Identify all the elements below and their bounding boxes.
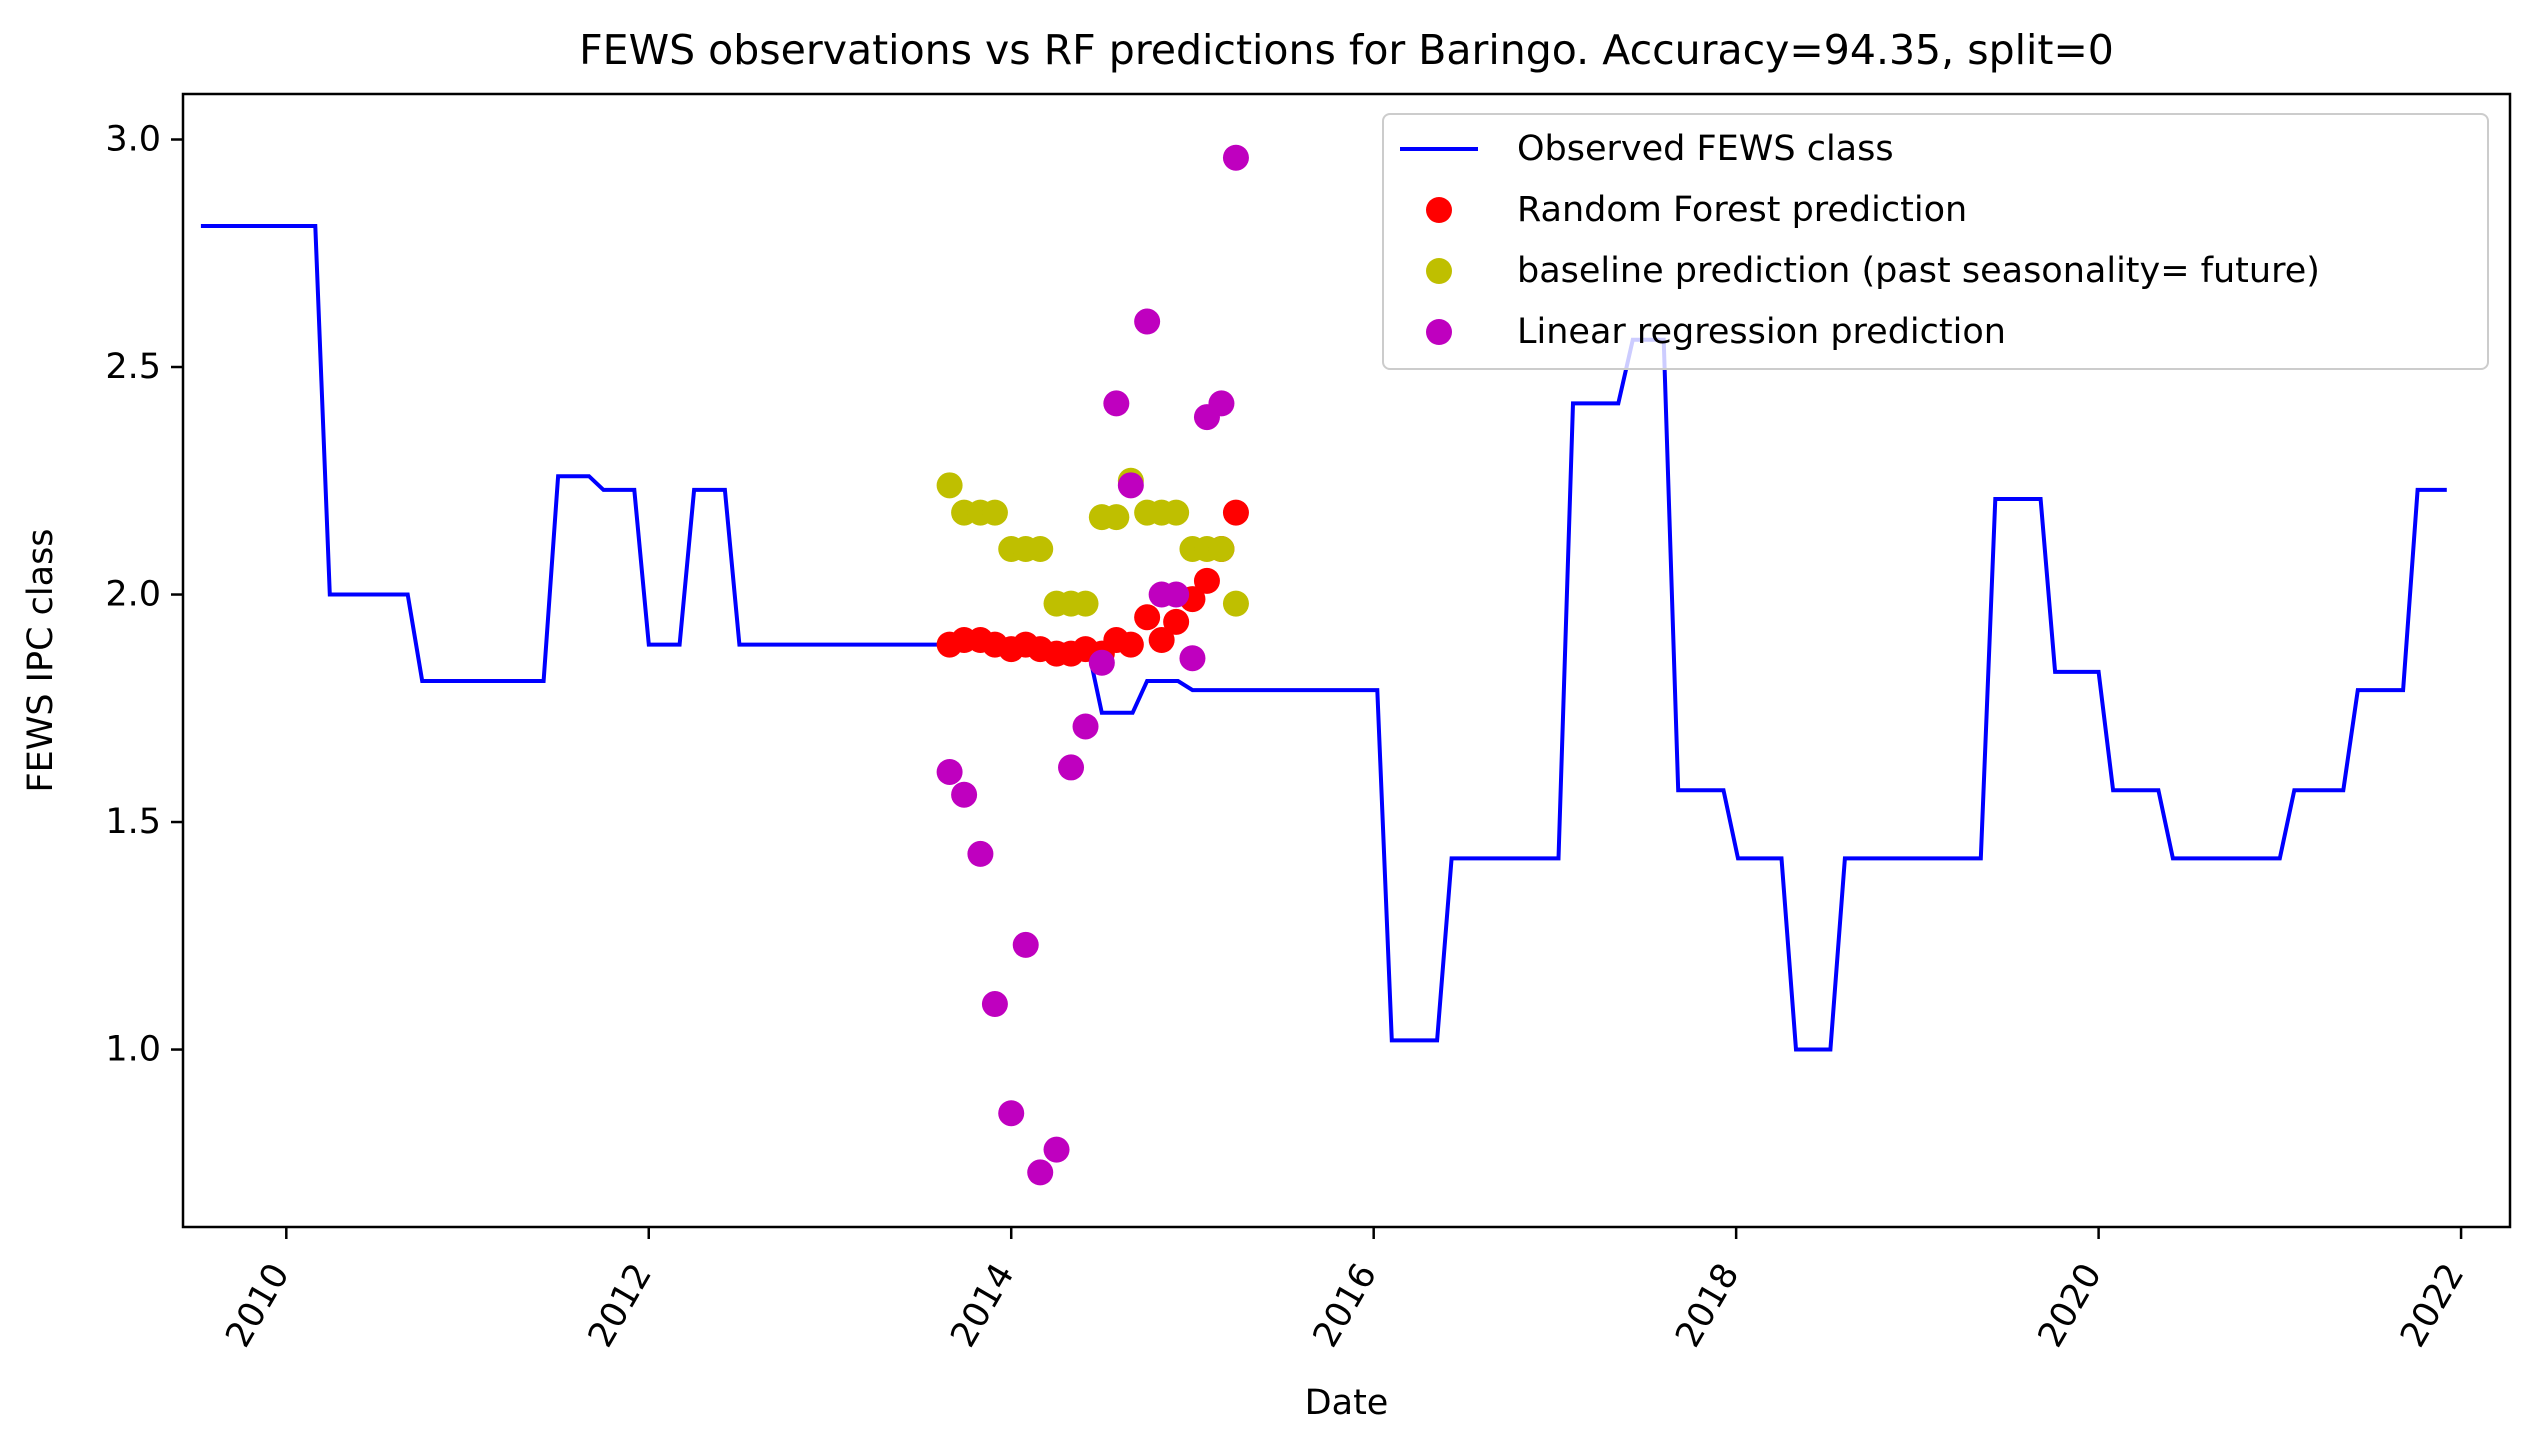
data-point [1222, 590, 1249, 617]
y-tick-label: 1.0 [105, 1030, 161, 1070]
data-point [1163, 608, 1190, 635]
chart-title: FEWS observations vs RF predictions for … [579, 26, 2114, 74]
data-point [1043, 1136, 1070, 1163]
x-tick-label: 2018 [1668, 1257, 1747, 1354]
legend-box [1382, 113, 2489, 370]
data-point [1117, 631, 1144, 658]
y-axis-label: FEWS IPC class [21, 528, 61, 792]
scatter-series-3 [936, 144, 1249, 1186]
data-point [1222, 499, 1249, 526]
y-axis: 1.0 1.5 2.0 2.5 3.0 [105, 120, 183, 1070]
data-point [981, 499, 1008, 526]
data-point [1103, 390, 1130, 417]
data-point [1088, 649, 1115, 676]
data-point [998, 1100, 1025, 1127]
legend-item: baseline prediction (past seasonality= f… [1426, 251, 2320, 291]
data-point [1103, 504, 1130, 531]
legend-marker-swatch [1426, 319, 1452, 345]
x-tick-label: 2022 [2393, 1257, 2472, 1354]
x-tick-label: 2012 [581, 1257, 660, 1354]
x-tick-label: 2016 [1306, 1257, 1385, 1354]
legend-items: Observed FEWS class Random Forest predict… [1400, 129, 2320, 352]
legend-label: Linear regression prediction [1517, 312, 2006, 352]
legend-label: baseline prediction (past seasonality= f… [1517, 251, 2320, 291]
data-point [1163, 581, 1190, 608]
data-point [1179, 645, 1206, 672]
y-tick-label: 2.5 [105, 347, 161, 387]
data-point [1193, 567, 1220, 594]
data-point [967, 840, 994, 867]
legend-item: Observed FEWS class [1400, 129, 1894, 169]
data-point [1222, 144, 1249, 171]
legend-marker-swatch [1426, 258, 1452, 284]
data-point [1012, 931, 1039, 958]
data-point [1148, 627, 1175, 654]
legend: Observed FEWS class Random Forest predict… [1382, 113, 2489, 370]
data-point [1208, 390, 1235, 417]
data-point [1072, 590, 1099, 617]
x-tick-label: 2020 [2031, 1257, 2110, 1354]
legend-item: Random Forest prediction [1426, 190, 1967, 230]
legend-label: Random Forest prediction [1517, 190, 1967, 230]
x-tick-label: 2014 [943, 1257, 1022, 1354]
data-point [951, 781, 978, 808]
y-tick-label: 2.0 [105, 575, 161, 615]
series-layer [200, 144, 2447, 1186]
y-tick-label: 3.0 [105, 120, 161, 160]
legend-item: Linear regression prediction [1426, 312, 2006, 352]
scatter-series-1 [936, 499, 1249, 667]
legend-label: Observed FEWS class [1517, 129, 1894, 169]
data-point [1072, 713, 1099, 740]
data-point [1134, 604, 1161, 631]
x-axis: 2010 2012 2014 2016 2018 2020 2022 [218, 1227, 2472, 1354]
data-point [981, 991, 1008, 1018]
data-point [936, 472, 963, 499]
data-point [1027, 1159, 1054, 1186]
observed-line [200, 224, 2447, 1052]
x-tick-label: 2010 [218, 1257, 297, 1354]
data-point [1163, 499, 1190, 526]
data-point [1134, 308, 1161, 335]
data-point [1058, 754, 1085, 781]
data-point [936, 758, 963, 785]
legend-marker-swatch [1426, 197, 1452, 223]
data-point [1027, 536, 1054, 563]
plot-frame [181, 92, 2512, 1229]
scatter-series-2 [936, 467, 1249, 617]
data-point [1117, 472, 1144, 499]
y-tick-label: 1.5 [105, 802, 161, 842]
x-axis-label: Date [1305, 1383, 1389, 1423]
data-point [1208, 536, 1235, 563]
